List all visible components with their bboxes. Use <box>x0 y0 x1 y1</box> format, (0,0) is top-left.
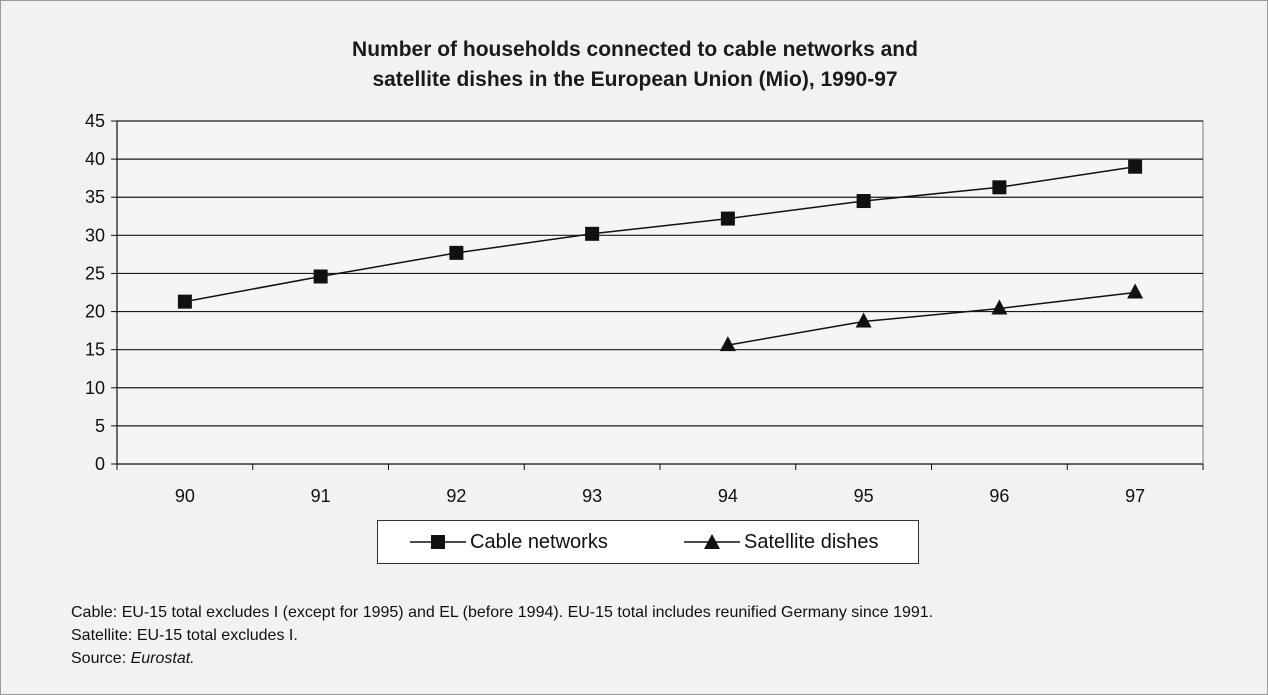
note-satellite: Satellite: EU-15 total excludes I. <box>71 627 298 644</box>
series-line-cable <box>184 165 1136 303</box>
note-source: Source: Eurostat. <box>71 647 933 670</box>
x-tick-label-93: 93 <box>582 486 602 506</box>
point-cable-93 <box>585 226 600 241</box>
chart-notes: Cable: EU-15 total excludes I (except fo… <box>71 601 933 670</box>
y-tick-label-25: 25 <box>85 263 105 283</box>
source-value: Eurostat. <box>130 650 195 667</box>
x-tick-label-91: 91 <box>311 486 331 506</box>
point-satellite-95 <box>855 312 872 328</box>
y-tick-label-10: 10 <box>85 378 105 398</box>
point-cable-97 <box>1128 159 1143 174</box>
chart-title-line-2: satellite dishes in the European Union (… <box>372 68 898 91</box>
point-cable-92 <box>449 245 464 260</box>
y-tick-label-15: 15 <box>85 340 105 360</box>
point-cable-91 <box>313 269 328 284</box>
x-tick-label-96: 96 <box>989 486 1009 506</box>
point-cable-95 <box>856 194 871 209</box>
point-cable-94 <box>720 211 735 226</box>
point-cable-90 <box>177 294 192 309</box>
point-satellite-97 <box>1127 283 1144 299</box>
source-label: Source: <box>71 650 131 667</box>
x-tick-label-97: 97 <box>1125 486 1145 506</box>
point-cable-96 <box>992 180 1007 195</box>
y-tick-label-0: 0 <box>95 454 105 474</box>
square-marker-icon <box>410 535 466 549</box>
note-cable: Cable: EU-15 total excludes I (except fo… <box>71 604 934 621</box>
chart-title-line-1: Number of households connected to cable … <box>352 38 918 61</box>
legend-item-satellite: Satellite dishes <box>684 521 879 563</box>
y-tick-label-40: 40 <box>85 149 105 169</box>
series-line-satellite <box>727 291 1136 346</box>
y-tick-label-30: 30 <box>85 225 105 245</box>
y-tick-label-20: 20 <box>85 302 105 322</box>
chart-legend: Cable networks Satellite dishes <box>377 520 919 564</box>
x-tick-label-95: 95 <box>854 486 874 506</box>
y-tick-label-35: 35 <box>85 187 105 207</box>
triangle-marker-icon <box>684 534 740 549</box>
y-tick-label-45: 45 <box>85 111 105 131</box>
legend-item-cable: Cable networks <box>410 521 608 563</box>
x-tick-label-92: 92 <box>446 486 466 506</box>
point-satellite-94 <box>719 336 736 352</box>
chart-title: Number of households connected to cable … <box>1 35 1267 95</box>
y-tick-label-5: 5 <box>95 416 105 436</box>
x-tick-label-94: 94 <box>718 486 738 506</box>
x-tick-label-90: 90 <box>175 486 195 506</box>
point-satellite-96 <box>991 299 1008 315</box>
plot-area <box>116 120 1204 465</box>
legend-label-cable: Cable networks <box>470 530 608 553</box>
legend-label-satellite: Satellite dishes <box>744 530 879 553</box>
